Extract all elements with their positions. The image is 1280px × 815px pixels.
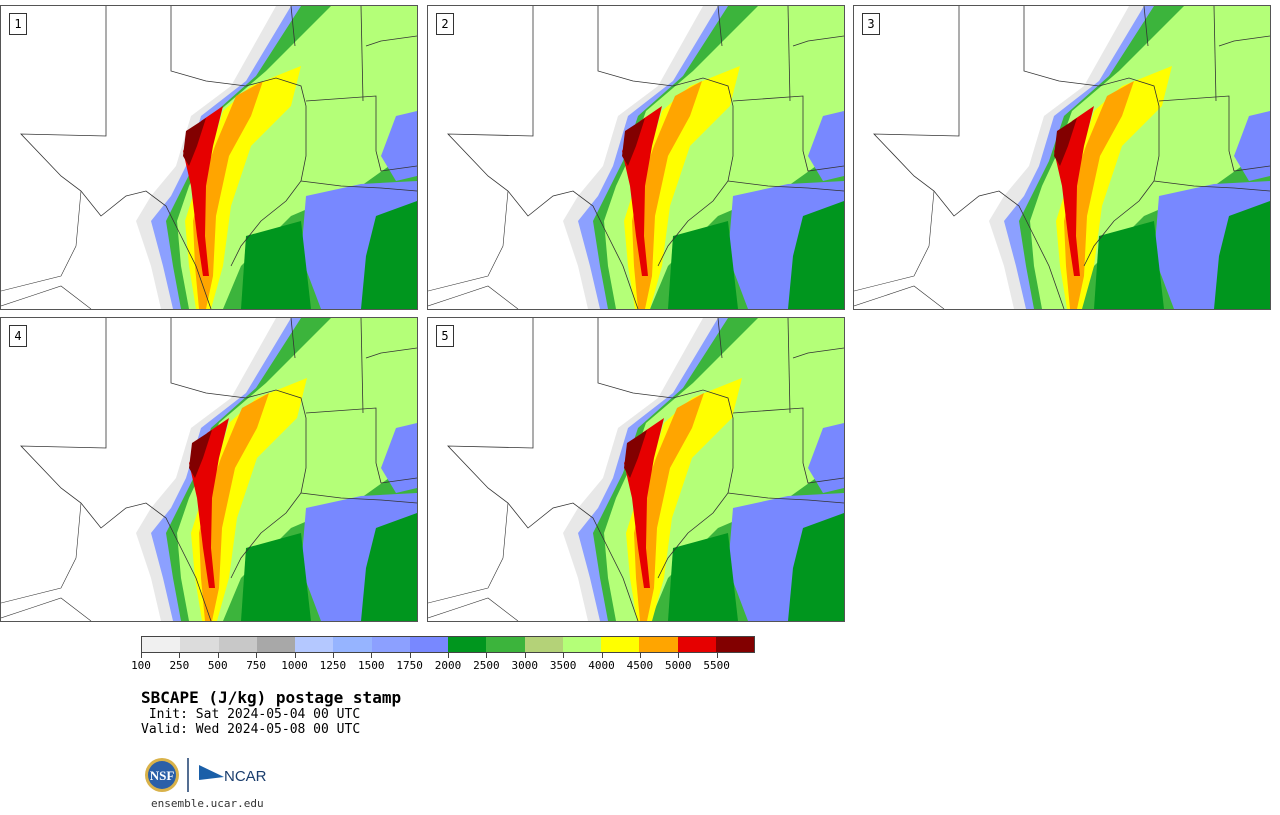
colorbar-tick-label: 3500 [549, 659, 577, 672]
member-number-label: 2 [436, 13, 454, 35]
colorbar-swatch [715, 637, 754, 652]
colorbar-tick-label: 3000 [511, 659, 539, 672]
colorbar-swatch [256, 637, 295, 652]
nsf-logo-icon: NSF [145, 758, 179, 792]
colorbar-tick-label: 4000 [588, 659, 615, 672]
cape-colorbar [141, 636, 755, 653]
ncar-logo-icon: NCAR [199, 765, 267, 785]
figure-title: SBCAPE (J/kg) postage stamp [141, 688, 402, 707]
ensemble-member-panel: 4 [0, 317, 418, 622]
colorbar-tick-label: 250 [169, 659, 190, 672]
valid-time: Valid: Wed 2024-05-08 00 UTC [141, 722, 361, 737]
colorbar-swatch [180, 637, 219, 652]
colorbar-tick [332, 653, 334, 658]
colorbar-tick-label: 1000 [281, 659, 308, 672]
cape-map [428, 6, 844, 309]
website-url: ensemble.ucar.edu [151, 797, 264, 810]
colorbar-tick-labels: 100 250 500 750 1000 1250 1500 1750 2000 2500 3000… [131, 653, 755, 673]
colorbar-swatch [295, 637, 334, 652]
colorbar-swatch [371, 637, 410, 652]
colorbar-tick [256, 653, 258, 658]
colorbar-swatch [448, 637, 487, 652]
colorbar-tick-label: 750 [246, 659, 267, 672]
colorbar-tick-label: 2500 [473, 659, 500, 672]
colorbar-tick-label: 1500 [358, 659, 385, 672]
colorbar-tick [524, 653, 526, 658]
colorbar-swatch [562, 637, 601, 652]
member-number-label: 1 [9, 13, 27, 35]
cape-map [854, 6, 1270, 309]
member-number-label: 5 [436, 325, 454, 347]
cape-map [1, 6, 417, 309]
colorbar-tick-label: 1750 [396, 659, 423, 672]
colorbar-swatch [333, 637, 372, 652]
ensemble-member-panel: 2 [427, 5, 845, 310]
colorbar-tick-label: 100 [131, 659, 151, 672]
colorbar-tick [409, 653, 411, 658]
cape-map [1, 318, 417, 621]
colorbar-swatch [218, 637, 257, 652]
colorbar-tick-label: 2000 [434, 659, 462, 672]
cape-map [428, 318, 844, 621]
ensemble-member-panel: 1 [0, 5, 418, 310]
colorbar-tick [179, 653, 181, 658]
ensemble-member-panel: 3 [853, 5, 1271, 310]
colorbar-tick [678, 653, 680, 658]
colorbar-tick [486, 653, 488, 658]
nsf-logo-text: NSF [150, 768, 175, 783]
colorbar-tick [601, 653, 603, 658]
colorbar-tick-label: 5000 [665, 659, 692, 672]
colorbar-tick [448, 653, 449, 658]
colorbar-swatch [409, 637, 448, 652]
colorbar-swatch [524, 637, 563, 652]
colorbar-swatch [601, 637, 640, 652]
colorbar-tick-label: 4500 [626, 659, 654, 672]
ensemble-member-panel: 5 [427, 317, 845, 622]
member-number-label: 3 [862, 13, 880, 35]
colorbar-swatch [639, 637, 678, 652]
colorbar-swatch [677, 637, 716, 652]
member-number-label: 4 [9, 325, 27, 347]
sponsor-logos: NSF NCAR [145, 758, 267, 792]
colorbar-tick [217, 653, 219, 658]
colorbar-swatch [486, 637, 525, 652]
colorbar-tick-label: 500 [207, 659, 228, 672]
colorbar-tick [716, 653, 718, 658]
colorbar-tick [371, 653, 373, 658]
colorbar-tick [294, 653, 296, 658]
colorbar-tick [639, 653, 641, 658]
colorbar-tick [141, 653, 142, 658]
colorbar-tick-label: 5500 [703, 659, 730, 672]
ncar-logo-text: NCAR [224, 768, 267, 785]
init-time: Init: Sat 2024-05-04 00 UTC [141, 707, 361, 722]
colorbar-tick [563, 653, 565, 658]
colorbar-tick-label: 1250 [319, 659, 347, 672]
colorbar-swatch [142, 637, 181, 652]
